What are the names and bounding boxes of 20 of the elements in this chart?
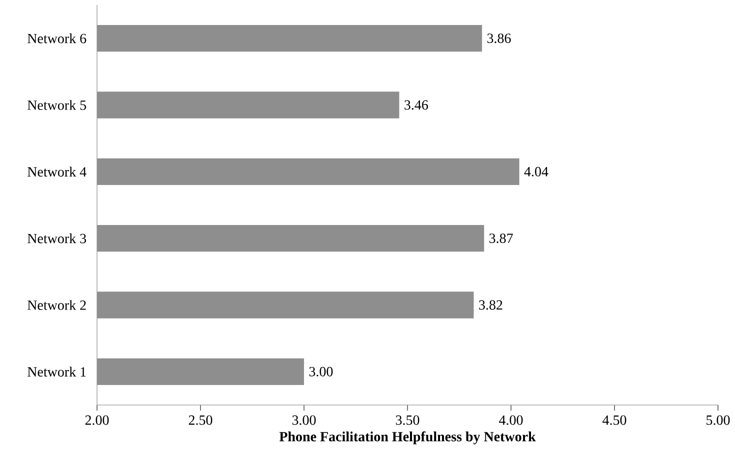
x-tick-label: 4.00 [499,416,523,426]
data-label: 3.46 [404,100,428,110]
y-tick-label: Network 5 [28,100,86,110]
y-tick-label: Network 1 [28,366,86,377]
data-label: 3.82 [479,300,502,310]
x-tick-label: 4.50 [602,416,626,426]
x-tick-label: 2.50 [188,416,212,426]
y-tick-label: Network 2 [28,300,86,310]
x-tick-label: 2.00 [85,416,109,426]
data-label: 3.86 [487,34,511,44]
data-label: 3.00 [309,367,333,377]
x-tick-label: 3.00 [292,416,316,426]
data-label: 4.04 [524,167,548,177]
x-tick-label: 5.00 [706,416,730,426]
y-tick-label: Network 6 [28,34,86,44]
x-tick-label: 3.50 [396,416,420,426]
y-tick-label: Network 3 [28,234,86,244]
x-axis-title: Phone Facilitation Helpfulness by Network [279,432,536,444]
y-tick-label: Network 4 [28,166,86,177]
data-label: 3.87 [489,234,513,244]
